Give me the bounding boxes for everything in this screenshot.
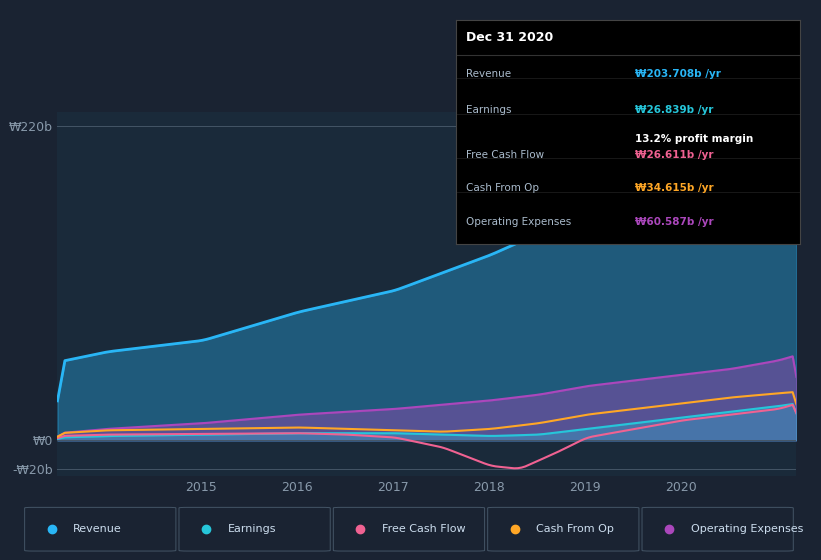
Text: ₩26.611b /yr: ₩26.611b /yr — [635, 150, 713, 160]
Text: ₩203.708b /yr: ₩203.708b /yr — [635, 69, 721, 79]
Text: Free Cash Flow: Free Cash Flow — [382, 524, 466, 534]
Text: ₩60.587b /yr: ₩60.587b /yr — [635, 217, 713, 227]
Text: Cash From Op: Cash From Op — [466, 183, 539, 193]
Text: Operating Expenses: Operating Expenses — [466, 217, 571, 227]
Text: Earnings: Earnings — [466, 105, 511, 115]
Text: Operating Expenses: Operating Expenses — [690, 524, 803, 534]
Text: Revenue: Revenue — [466, 69, 511, 79]
Text: 13.2% profit margin: 13.2% profit margin — [635, 134, 753, 144]
Text: Earnings: Earnings — [227, 524, 276, 534]
Text: Free Cash Flow: Free Cash Flow — [466, 150, 544, 160]
Text: Cash From Op: Cash From Op — [536, 524, 614, 534]
Text: ₩34.615b /yr: ₩34.615b /yr — [635, 183, 713, 193]
Text: Revenue: Revenue — [73, 524, 122, 534]
Text: ₩26.839b /yr: ₩26.839b /yr — [635, 105, 713, 115]
Text: Dec 31 2020: Dec 31 2020 — [466, 31, 553, 44]
